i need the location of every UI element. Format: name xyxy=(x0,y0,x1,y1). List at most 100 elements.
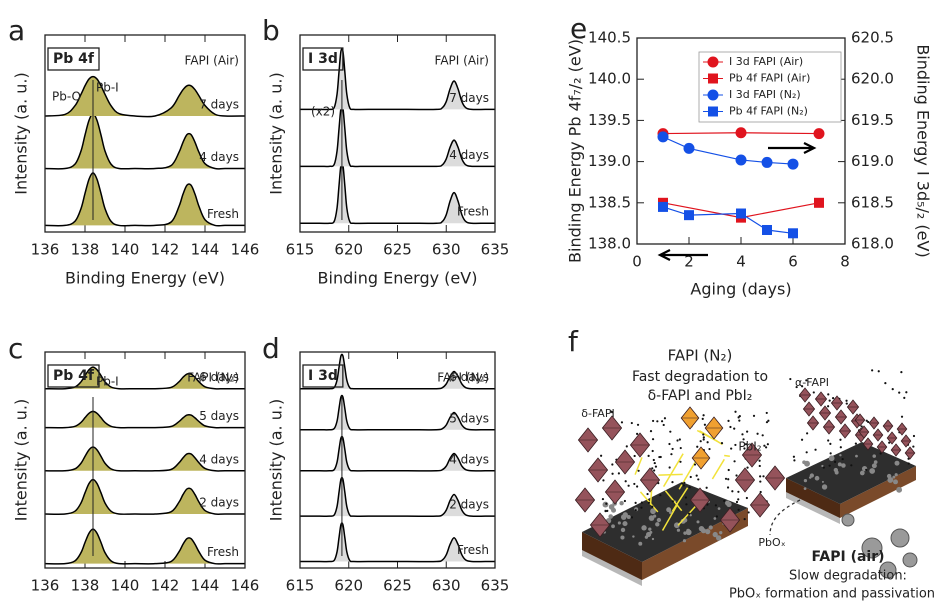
particle xyxy=(647,454,650,457)
particle xyxy=(633,454,636,458)
particle xyxy=(833,460,837,463)
surface-speck xyxy=(859,470,865,476)
surface-speck xyxy=(666,507,672,513)
marker xyxy=(787,158,799,170)
particle xyxy=(860,425,863,428)
particle xyxy=(602,479,605,482)
particle xyxy=(611,472,614,475)
particle xyxy=(662,423,665,427)
particle xyxy=(695,474,698,477)
particle xyxy=(854,442,857,445)
series-label: 7 days xyxy=(449,91,489,105)
peak-fill xyxy=(45,479,245,515)
annotation: Pb-I xyxy=(96,81,119,95)
particle xyxy=(879,452,882,455)
panel-letter: f xyxy=(568,325,579,358)
particle xyxy=(678,438,681,441)
particle xyxy=(792,455,796,458)
condition-label: FAPI (N₂) xyxy=(187,371,239,385)
x-tick-label: 142 xyxy=(151,577,180,595)
marker xyxy=(814,197,824,208)
particle xyxy=(671,500,674,503)
particle xyxy=(845,399,848,402)
surface-speck xyxy=(648,527,652,531)
particle xyxy=(841,457,844,461)
particle xyxy=(651,449,654,453)
particle xyxy=(669,430,672,433)
particle xyxy=(730,447,733,450)
surface-speck xyxy=(638,541,643,546)
particle xyxy=(683,481,686,484)
particle xyxy=(679,460,682,463)
particle xyxy=(687,512,691,515)
particle xyxy=(912,434,916,438)
y2-tick-label: 618.0 xyxy=(851,235,894,253)
surface-speck xyxy=(617,521,621,525)
surface-speck xyxy=(717,507,721,510)
particle xyxy=(731,490,734,493)
x-tick-label: 625 xyxy=(383,577,412,595)
surface-speck xyxy=(841,463,846,468)
surface-speck xyxy=(886,473,892,479)
plot-frame xyxy=(299,34,496,233)
surface-speck xyxy=(855,454,858,458)
x-tick-label: 144 xyxy=(191,241,220,259)
particle xyxy=(670,453,673,456)
series-label: Fresh xyxy=(457,543,489,557)
particle xyxy=(620,421,624,424)
particle xyxy=(735,474,738,477)
particle xyxy=(654,465,658,468)
spectrum-line xyxy=(299,353,495,390)
particle xyxy=(793,459,796,462)
particle xyxy=(743,447,746,450)
legend-marker xyxy=(707,89,719,101)
annotation: Pb-I xyxy=(96,375,119,389)
surface-speck xyxy=(651,537,655,541)
particle xyxy=(668,466,671,469)
particle xyxy=(651,467,654,470)
substrate xyxy=(840,466,916,518)
particle xyxy=(636,432,639,435)
series-line xyxy=(662,136,794,165)
particle xyxy=(812,391,815,394)
particle xyxy=(634,509,637,512)
x-tick-label: 8 xyxy=(840,253,850,271)
surface-speck xyxy=(705,528,711,535)
particle xyxy=(737,498,740,501)
marker xyxy=(813,128,825,140)
particle xyxy=(705,486,708,489)
x-tick-label: 630 xyxy=(432,241,461,259)
series-label: 2 days xyxy=(449,498,489,512)
y2-tick-label: 619.0 xyxy=(851,152,894,170)
marker xyxy=(735,154,747,166)
x-tick-label: 140 xyxy=(111,241,140,259)
particle xyxy=(734,443,737,447)
film xyxy=(786,442,916,504)
x-tick-label: 6 xyxy=(788,253,798,271)
surface-speck xyxy=(869,468,876,474)
surface-speck xyxy=(837,462,842,467)
particle xyxy=(627,484,630,487)
particle xyxy=(640,501,644,504)
surface-speck xyxy=(619,501,624,506)
particle xyxy=(850,464,853,467)
particle xyxy=(727,478,730,481)
peak-fill xyxy=(45,529,245,564)
y-axis-label: Intensity (a. u.) xyxy=(267,399,286,521)
x-tick-label: 620 xyxy=(334,241,363,259)
x-tick-label: 144 xyxy=(191,577,220,595)
pbox-sphere xyxy=(879,561,897,579)
particle xyxy=(653,461,656,465)
surface-speck xyxy=(676,528,681,532)
legend-label: Pb 4f FAPI (N₂) xyxy=(729,105,808,118)
particle xyxy=(735,500,739,504)
surface-speck xyxy=(887,476,894,483)
particle xyxy=(636,423,640,426)
particle xyxy=(765,411,768,415)
particle xyxy=(611,463,614,466)
panel-letter: e xyxy=(570,12,587,45)
panel-letter: a xyxy=(8,14,25,47)
spectrum-line xyxy=(44,528,245,565)
surface-speck xyxy=(608,514,613,519)
surface-speck xyxy=(871,463,877,469)
